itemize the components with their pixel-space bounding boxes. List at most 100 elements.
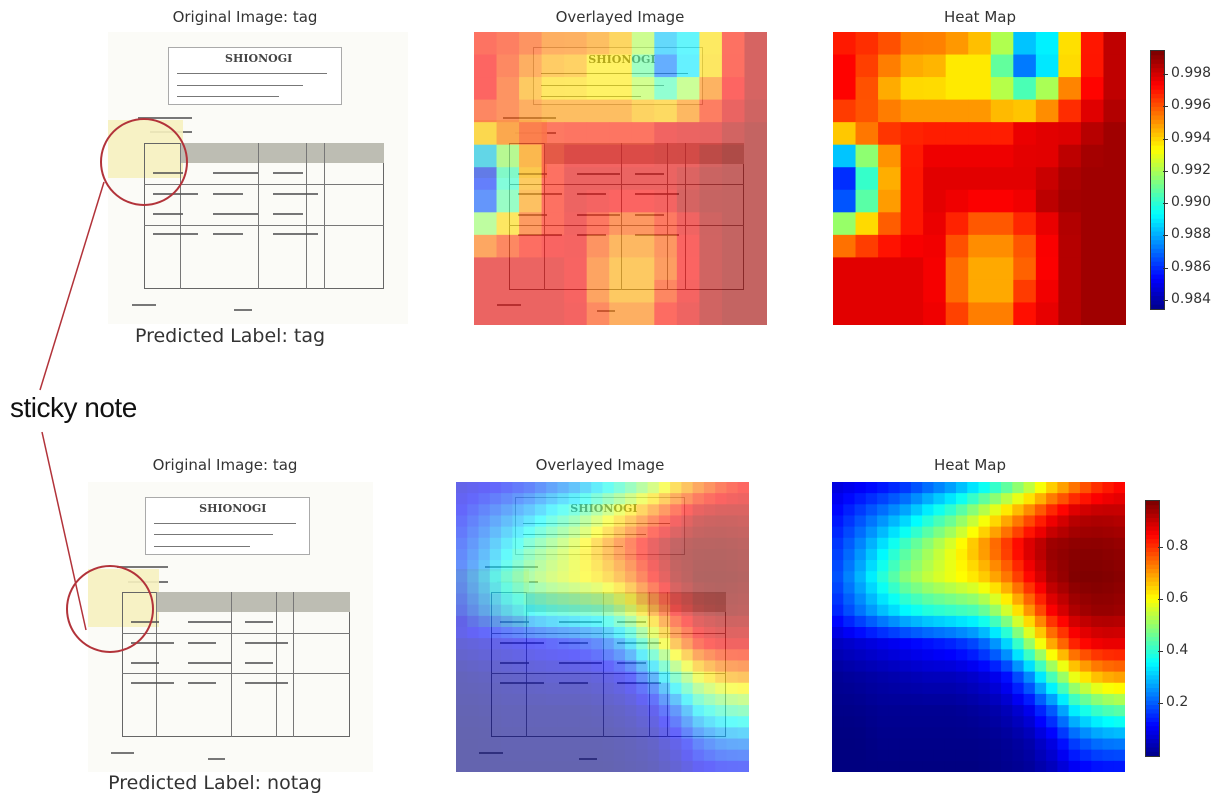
row2-heatmap-cell [1113,571,1125,583]
row2-heatmap-cell [1023,738,1036,751]
row2-heatmap-cell [955,560,968,572]
row2-overlay-heat-cell [658,604,671,617]
row2-heatmap-cell [1023,593,1036,606]
row2-overlay-heat-cell [613,649,626,662]
row1-heatmap-svg [833,32,1126,325]
row2-heatmap-cell [955,582,968,595]
row2-colorbar-band [1146,751,1159,757]
row1-overlay-heat-cell [586,122,610,146]
row2-overlay-heat-cell [579,593,592,606]
row2-heatmap-cell [1102,593,1115,606]
row2-heatmap-cell [1046,627,1058,639]
row1-overlay-heat-cell [474,302,498,325]
row2-overlay-heat-cell [501,660,513,673]
row2-heatmap-cell [944,727,957,740]
row2-heatmap-cell [854,727,867,740]
row2-doc-text-line [187,621,231,624]
row2-overlay-heat-cell [534,749,547,762]
row2-heatmap-cell [1079,560,1092,572]
row1-heatmap-cell [968,167,992,191]
row2-heatmap-cell [1034,526,1047,539]
row2-heatmap-cell [1001,582,1013,595]
row2-heatmap-cell [1023,548,1036,561]
row2-overlay-heat-cell [478,705,491,717]
row2-overlay-heat-cell [692,760,705,772]
row1-overlay-heat-cell [496,122,520,146]
row2-overlay-heat-cell [613,537,626,550]
row1-overlay-heat-cell [519,189,543,213]
row1-colorbar-tick-label: 0.994 [1171,129,1212,146]
row2-heatmap-cell [989,548,1002,561]
row1-heatmap-cell [1080,189,1105,213]
row2-heatmap-cell [877,615,889,628]
row1-overlay-heat-cell [609,122,633,146]
row1-overlay-heat-cell [474,77,498,101]
row2-overlay-heat-cell [613,582,626,595]
row2-heatmap-cell [910,515,923,528]
row2-heatmap-cell [910,548,923,561]
row2-doc-text-line [130,641,174,644]
row2-heatmap-cell [843,693,856,706]
row2-overlay-heat-cell [681,693,694,706]
row2-heatmap-cell [1102,582,1115,595]
row2-overlay-heat-cell [681,627,694,639]
row2-overlay-heat-cell [703,560,716,572]
row2-heatmap-cell [1102,693,1115,706]
row2-heatmap-cell [877,537,889,550]
row2-heatmap-cell [832,482,844,494]
row2-overlay-heat-cell [625,537,637,550]
row2-heatmap-cell [1068,548,1081,561]
row1-colorbar-band [1151,244,1164,250]
row2-heatmap-cell [843,682,856,695]
row1-heatmap-cell [1058,32,1082,56]
row2-heatmap-cell [865,716,878,728]
row2-heatmap-cell [989,515,1002,528]
row1-overlay-heat-cell [676,212,700,236]
row2-heatmap-cell [888,693,901,706]
row2-heatmap-cell [1001,693,1013,706]
row2-colorbar-band [1146,615,1159,621]
row1-overlay-heat-cell [541,279,565,304]
row2-overlay-heat-cell [591,660,604,673]
row2-overlay-heat-cell [546,615,559,628]
row1-overlay-heat-cell [586,189,610,213]
row2-heatmap-cell [865,482,878,494]
row2-heatmap-cell [1068,537,1081,550]
row2-overlay-heat-cell [602,615,615,628]
row1-colorbar-tick-label: 0.996 [1171,97,1212,114]
row2-overlay-heat-cell [557,705,570,717]
row2-overlay-heat-cell [523,693,536,706]
row2-overlay-heat-cell [546,649,559,662]
row1-overlay-heat-cell [541,212,565,236]
row2-heatmap-cell [955,749,968,762]
row1-doc-text-line [153,213,183,216]
row1-doc-text-line [273,213,303,216]
row1-overlay-heat-cell [744,144,767,168]
row2-overlay-heat-cell [613,627,626,639]
row1-overlay-heat-cell [631,77,655,101]
row2-doc-table-header [156,592,351,613]
row2-overlay-heat-cell [579,638,592,650]
row2-overlay-heat-cell [512,705,525,717]
row2-heatmap-cell [899,638,912,650]
row2-heatmap-cell [1057,560,1070,572]
row2-heatmap-cell [933,627,946,639]
row1-overlay-heat-cell [654,189,678,213]
row2-doc-header-box [145,496,311,555]
row1-heatmap-cell [833,77,857,101]
row2-overlay-heat-cell [591,537,604,550]
row1-heatmap-cell [1013,54,1037,78]
row2-overlay-heat-cell [613,727,626,740]
row2-overlay-heat-cell [467,537,480,550]
row2-heatmap-cell [910,760,923,772]
row2-heatmap-cell [989,593,1002,606]
row2-overlay-heat-cell [591,560,604,572]
row1-colorbar-band [1151,72,1164,78]
row2-heatmap-cell [1102,537,1115,550]
row2-overlay-heat-cell [670,593,682,606]
row2-heatmap-cell [910,649,923,662]
row2-heatmap-cell [865,682,878,695]
row2-heatmap-cell [843,604,856,617]
row2-heatmap-cell [1102,682,1115,695]
row2-heatmap-cell [899,537,912,550]
